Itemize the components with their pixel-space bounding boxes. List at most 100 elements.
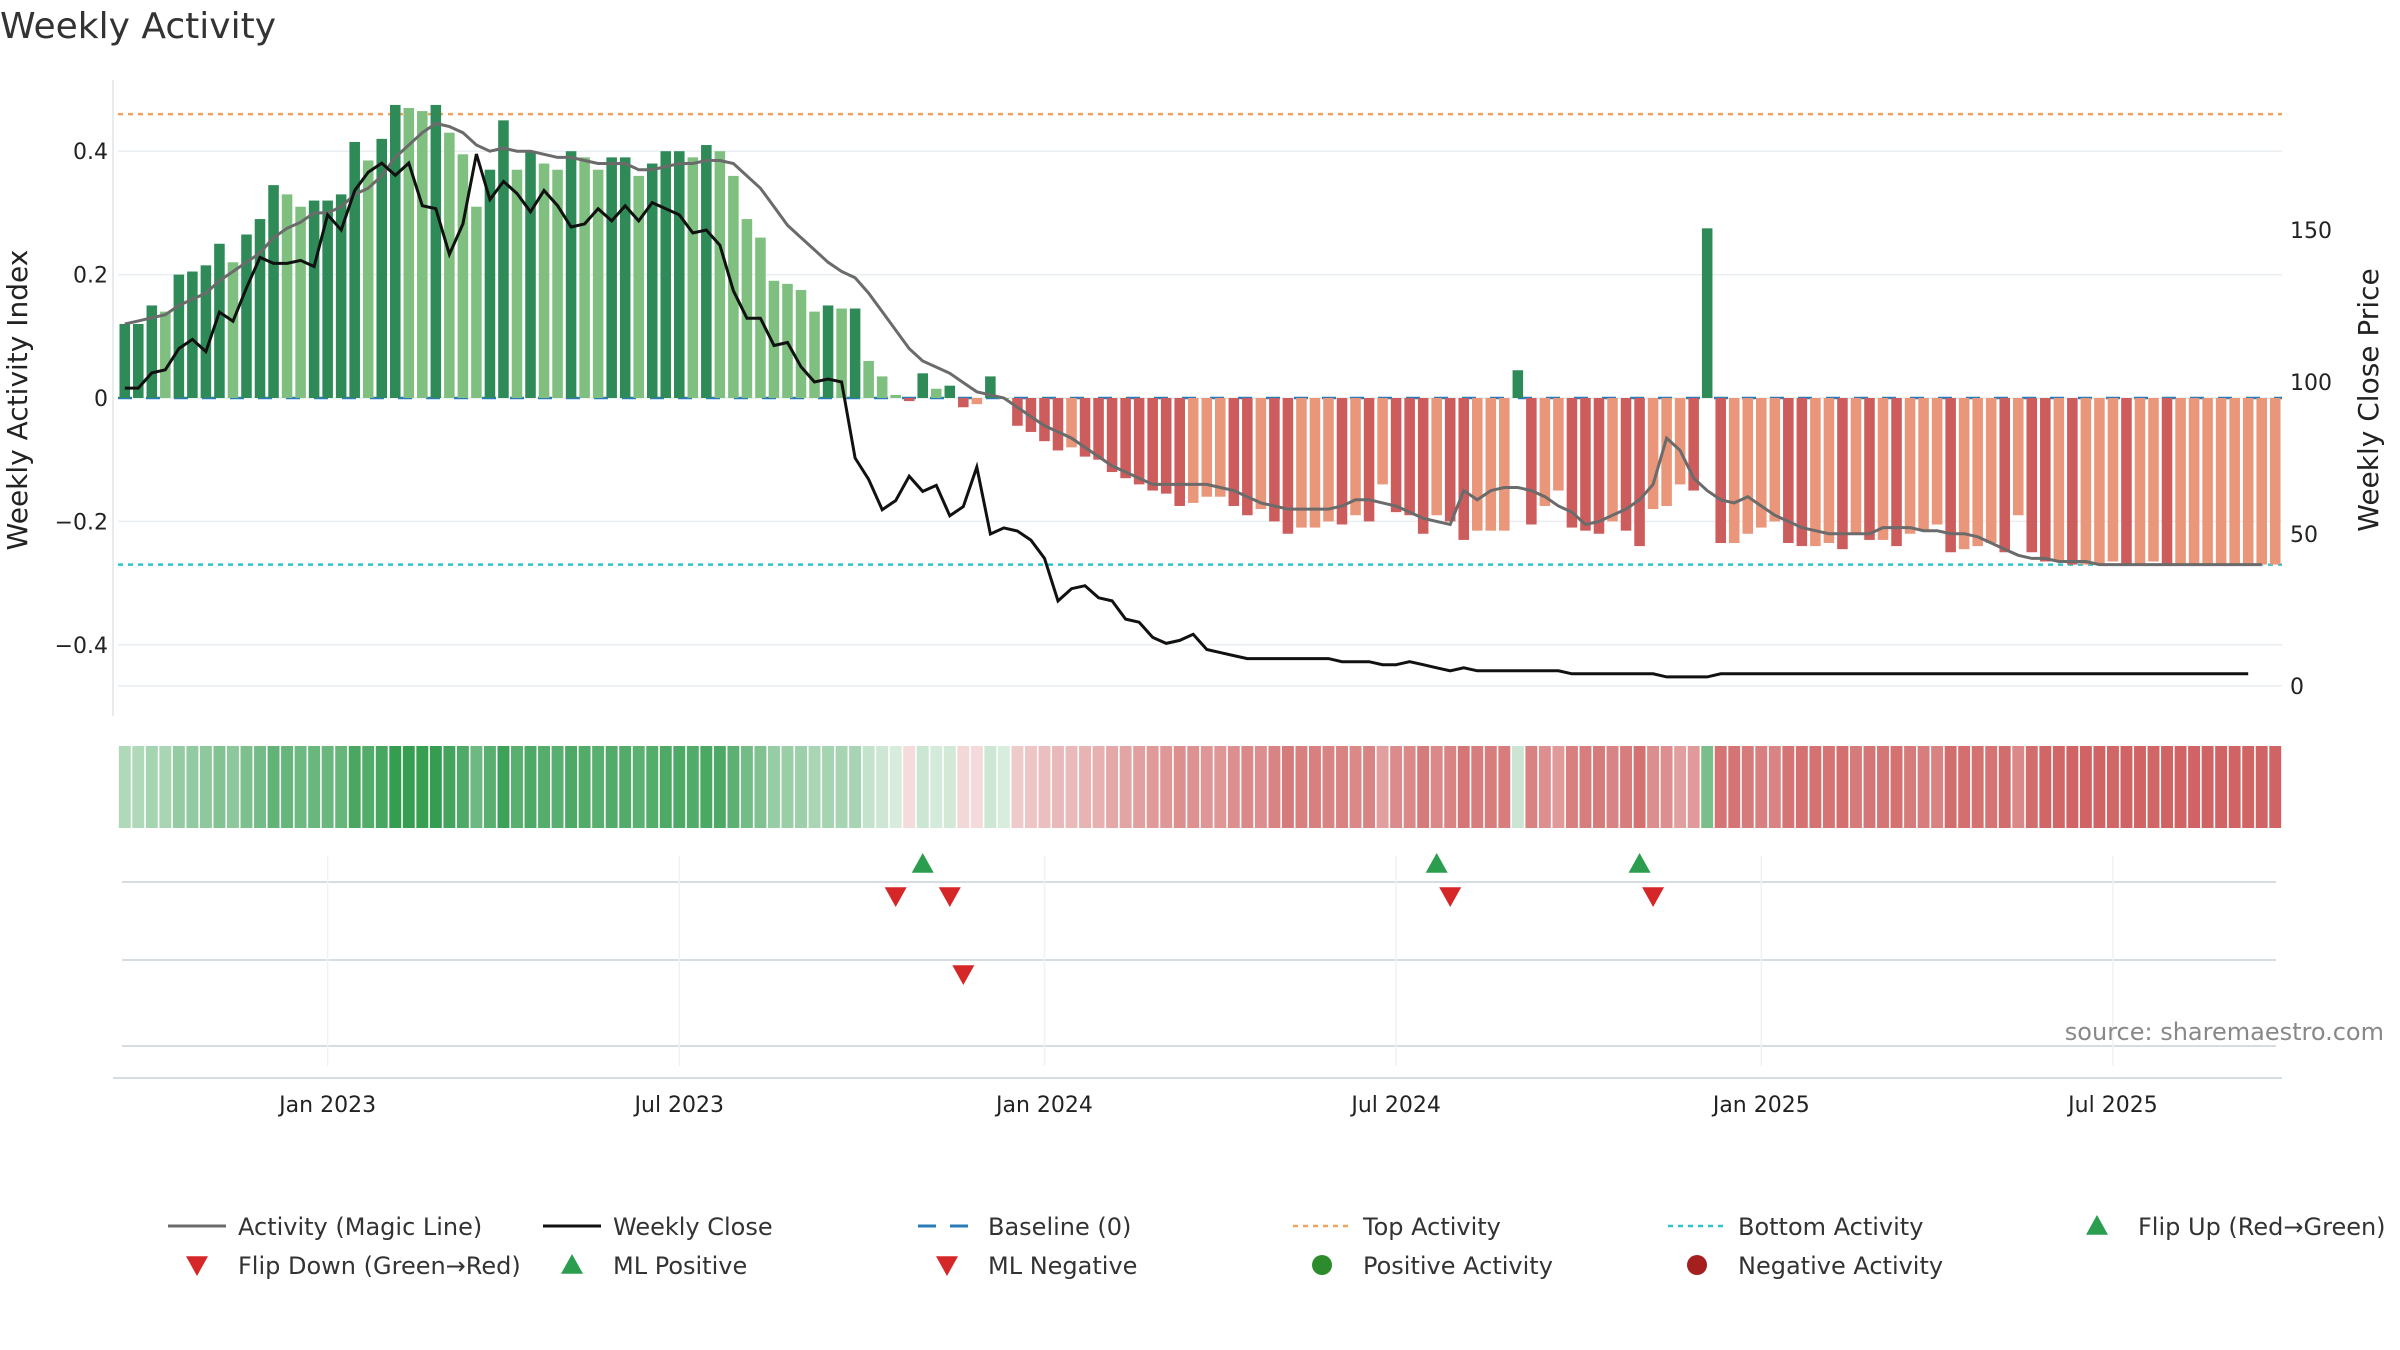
heat-cell: [1119, 746, 1132, 828]
heat-cell: [903, 746, 916, 828]
heat-cell: [1565, 746, 1578, 828]
heat-cell: [1417, 746, 1430, 828]
activity-bar: [1336, 398, 1348, 525]
activity-bar: [1160, 398, 1172, 494]
heat-cell: [1971, 746, 1984, 828]
heat-cell: [416, 746, 429, 828]
activity-bar: [930, 388, 942, 398]
magic-line: [124, 121, 2262, 567]
heat-cell: [1457, 746, 1470, 828]
activity-bar: [1674, 398, 1686, 485]
heat-cell: [2025, 746, 2038, 828]
activity-bar: [349, 141, 360, 398]
heat-cell: [1890, 746, 1903, 828]
activity-bar: [701, 145, 712, 398]
legend-item: Top Activity: [1293, 1213, 1501, 1241]
activity-bar: [1228, 398, 1240, 506]
heat-cell: [1430, 746, 1443, 828]
activity-bar: [2040, 398, 2051, 562]
activity-bar: [2161, 398, 2173, 565]
x-axis-ticks: Jan 2023 Jul 2023 Jan 2024 Jul 2024 Jan 2025…: [277, 1093, 2158, 1118]
heat-cell: [1011, 746, 1024, 828]
activity-bar: [1309, 398, 1321, 528]
heat-cell: [511, 746, 523, 828]
activity-bar: [1701, 228, 1713, 398]
legend-label: Activity (Magic Line): [238, 1213, 482, 1241]
activity-bar: [1066, 398, 1077, 448]
heat-cell: [1336, 746, 1348, 828]
activity-bar: [389, 104, 401, 399]
activity-bar: [1174, 398, 1185, 506]
heat-cell: [727, 746, 740, 828]
heat-cell: [1538, 746, 1551, 828]
activity-bar: [876, 376, 888, 398]
heat-cell: [1904, 746, 1917, 828]
heat-cell: [1376, 746, 1389, 828]
activity-bar: [444, 132, 455, 398]
activity-bar: [1985, 398, 1997, 543]
heat-cell: [1660, 746, 1673, 828]
y-axis-label: Weekly Activity Index: [1, 250, 34, 551]
legend-label: Positive Activity: [1363, 1252, 1553, 1280]
heat-cell: [876, 746, 889, 828]
activity-bar: [308, 200, 320, 398]
activity-bar: [1282, 398, 1294, 534]
activity-bar: [2188, 398, 2200, 565]
heat-cell: [1484, 746, 1497, 828]
activity-bar: [498, 120, 509, 398]
activity-bar: [471, 206, 482, 398]
activity-bar: [1742, 398, 1754, 534]
activity-bar: [160, 311, 171, 398]
activity-bar: [1715, 398, 1726, 543]
activity-bar: [227, 262, 239, 398]
activity-bar: [200, 265, 212, 398]
legend-item: Activity (Magic Line): [168, 1213, 482, 1241]
activity-bar: [1363, 398, 1375, 522]
heat-cell: [389, 746, 402, 828]
activity-bar: [1431, 398, 1442, 516]
activity-bar: [2012, 398, 2024, 516]
activity-bar: [985, 376, 996, 398]
heat-cell: [1227, 746, 1240, 828]
activity-bar: [2053, 398, 2065, 562]
heat-cell: [1160, 746, 1173, 828]
heat-cell: [2228, 746, 2241, 828]
y-tick-label: −0.2: [55, 510, 108, 535]
activity-bar: [457, 154, 469, 398]
legend-item: Bottom Activity: [1668, 1213, 1923, 1241]
heat-cell: [470, 746, 483, 828]
heat-cell: [1687, 746, 1700, 828]
activity-bar: [1242, 398, 1253, 516]
activity-bar: [741, 219, 753, 398]
activity-bar: [822, 305, 834, 398]
activity-bar: [1647, 398, 1659, 510]
activity-heat-strip: [118, 746, 2282, 828]
activity-bar: [1837, 398, 1848, 550]
legend-swatch: [1687, 1255, 1707, 1275]
activity-bar: [714, 151, 726, 398]
heat-cell: [1403, 746, 1416, 828]
heat-cell: [768, 746, 780, 828]
heat-cell: [2201, 746, 2214, 828]
activity-bar: [1296, 398, 1307, 528]
heat-cell: [619, 746, 632, 828]
activity-bar: [1620, 398, 1632, 531]
heat-cell: [199, 746, 212, 828]
heat-cell: [1917, 746, 1930, 828]
activity-bar: [2269, 398, 2281, 565]
activity-bar: [2256, 398, 2267, 565]
legend-label: Negative Activity: [1738, 1252, 1943, 1280]
activity-bar: [1539, 398, 1551, 506]
activity-bar: [1580, 398, 1591, 531]
x-tick-label: Jan 2023: [277, 1093, 376, 1118]
activity-bar: [430, 104, 442, 399]
heat-cell: [1511, 746, 1524, 828]
series-lines: [124, 121, 2262, 679]
heat-cell: [795, 746, 807, 828]
legend-item: Baseline (0): [918, 1213, 1131, 1241]
flip-down-marker: [938, 887, 961, 907]
heat-cell: [808, 746, 821, 828]
activity-bar: [552, 169, 563, 398]
activity-bar: [2175, 398, 2186, 565]
